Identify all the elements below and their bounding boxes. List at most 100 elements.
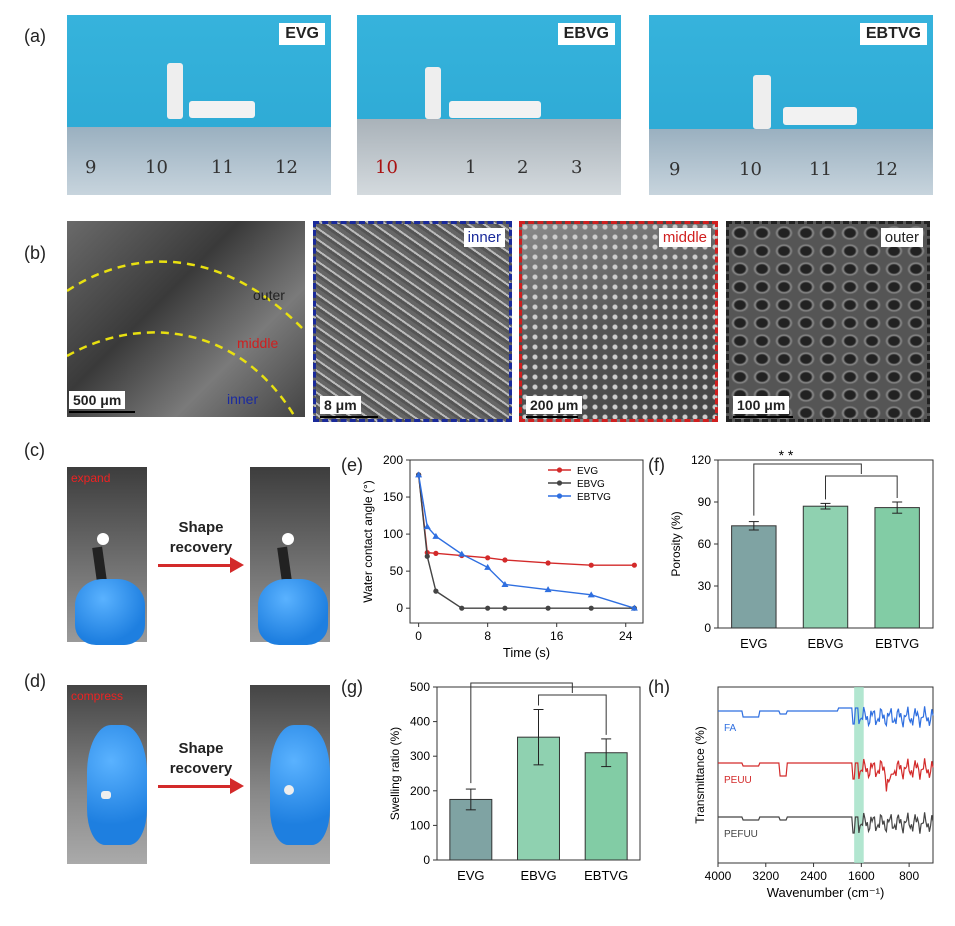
legend-marker bbox=[556, 493, 563, 499]
sem-inset-inner: inner 8 μm bbox=[313, 221, 512, 422]
panel-label-f: (f) bbox=[648, 455, 665, 475]
plot-frame bbox=[717, 686, 934, 864]
data-point bbox=[485, 555, 491, 561]
data-point bbox=[433, 550, 439, 556]
photo-expand-after bbox=[250, 467, 330, 645]
panel-label-a: (a) bbox=[24, 26, 46, 46]
scale-bar bbox=[320, 416, 378, 418]
scale-bar bbox=[526, 416, 578, 418]
sample-tube bbox=[449, 101, 541, 118]
data-point bbox=[588, 562, 594, 568]
chart-swelling: 0 100 200 300 400 500 Swelling ratio (%) EVG EBV… bbox=[388, 675, 641, 883]
bar-EBTVG bbox=[874, 507, 920, 629]
y-tick-label: 0 bbox=[423, 853, 430, 867]
x-tick-label: EVG bbox=[457, 868, 484, 883]
series-label: PEUU bbox=[724, 775, 752, 786]
series-label: FA bbox=[724, 723, 737, 734]
sample-tube bbox=[753, 75, 771, 129]
x-tick-label: 800 bbox=[899, 869, 919, 883]
scale-label: 200 μm bbox=[526, 396, 583, 414]
data-point bbox=[502, 605, 508, 611]
scale-bar bbox=[733, 416, 793, 418]
legend-marker bbox=[556, 480, 563, 486]
legend-marker bbox=[556, 467, 563, 473]
ruler: 9 10 11 12 bbox=[67, 127, 331, 195]
legend-label: EBTVG bbox=[577, 492, 611, 503]
sem-inset-middle: middle 200 μm bbox=[519, 221, 718, 422]
scale-label: 500 μm bbox=[69, 391, 126, 409]
data-point bbox=[423, 523, 431, 530]
panel-label-b: (b) bbox=[24, 243, 46, 263]
photo-expand-before: expand bbox=[67, 467, 147, 645]
overlay-text: expand bbox=[71, 471, 111, 485]
x-tick-label: 2400 bbox=[800, 869, 827, 883]
y-tick-label: 60 bbox=[698, 537, 712, 551]
chart-contact-angle: 0 50 100 150 200 0 8 16 24 Time (s) Water contact … bbox=[361, 453, 644, 660]
inset-label: outer bbox=[880, 228, 923, 247]
arrow-head-d bbox=[230, 778, 244, 794]
significance-mark: * bbox=[527, 675, 533, 682]
data-point bbox=[458, 550, 466, 557]
photo-compress-before: compress bbox=[67, 685, 147, 864]
data-point bbox=[433, 588, 439, 594]
sem-overview: outer middle inner 500 μm bbox=[67, 221, 305, 417]
y-tick-label: 500 bbox=[410, 680, 430, 694]
y-tick-label: 400 bbox=[410, 715, 430, 729]
spectrum-PEUU bbox=[718, 758, 934, 792]
data-point bbox=[630, 604, 638, 611]
data-point bbox=[501, 580, 509, 587]
x-tick-label: 24 bbox=[619, 629, 633, 643]
sample-end bbox=[284, 785, 294, 795]
panel-label-c: (c) bbox=[24, 440, 45, 460]
spectrum-FA bbox=[718, 706, 934, 728]
photo-compress-after bbox=[250, 685, 330, 864]
data-point bbox=[502, 557, 508, 563]
y-tick-label: 100 bbox=[383, 527, 403, 541]
sample-tube bbox=[425, 67, 441, 119]
arrow-text-d: Shape recovery bbox=[169, 740, 233, 777]
y-tick-label: 100 bbox=[410, 818, 430, 832]
photo-tag: EBVG bbox=[557, 23, 615, 45]
plot-frame bbox=[409, 459, 644, 624]
y-tick-label: 30 bbox=[698, 579, 712, 593]
scale-bar bbox=[69, 411, 135, 413]
data-point bbox=[545, 560, 551, 566]
y-axis-label: Porosity (%) bbox=[669, 511, 683, 576]
layer-boundaries bbox=[67, 260, 305, 417]
chart-ftir: 4000 3200 2400 1600 800 Wavenumber (cm⁻¹) Tran… bbox=[693, 686, 934, 900]
y-axis-label: Transmittance (%) bbox=[693, 726, 707, 824]
label-middle: middle bbox=[237, 335, 279, 351]
significance-bracket bbox=[470, 682, 573, 784]
data-point bbox=[484, 563, 492, 570]
photo-evg: EVG 9 10 11 12 bbox=[67, 15, 331, 195]
sample-tube bbox=[167, 63, 183, 119]
label-outer: outer bbox=[253, 287, 285, 303]
data-point bbox=[459, 605, 465, 611]
sem-inset-outer: outer 100 μm bbox=[726, 221, 930, 422]
bar-EBVG bbox=[802, 505, 849, 629]
y-tick-label: 200 bbox=[410, 784, 430, 798]
y-tick-label: 150 bbox=[383, 490, 403, 504]
bar-EVG bbox=[731, 525, 777, 629]
glove bbox=[258, 579, 328, 645]
significance-mark: * * bbox=[779, 448, 794, 463]
panel-label-e: (e) bbox=[341, 455, 363, 475]
arrow-d bbox=[158, 785, 232, 788]
x-tick-label: EVG bbox=[740, 636, 767, 651]
sample-tube bbox=[189, 101, 255, 118]
photo-ebtvg: EBTVG 9 10 11 12 bbox=[649, 15, 933, 195]
bar-EBTVG bbox=[584, 752, 628, 861]
x-tick-label: 8 bbox=[484, 629, 491, 643]
y-tick-label: 0 bbox=[704, 621, 711, 635]
glove bbox=[270, 725, 330, 845]
x-tick-label: 4000 bbox=[705, 869, 732, 883]
data-point bbox=[415, 471, 423, 478]
panel-label-g: (g) bbox=[341, 677, 363, 697]
panel-label-h: (h) bbox=[648, 677, 670, 697]
data-point bbox=[631, 562, 637, 568]
data-point bbox=[432, 532, 440, 539]
label-inner: inner bbox=[227, 391, 259, 407]
chart-porosity: 0 30 60 90 120 Porosity (%) EVG EBVG EBTVG * * bbox=[669, 448, 934, 651]
significance-bracket bbox=[825, 475, 898, 500]
y-tick-label: 50 bbox=[390, 564, 404, 578]
